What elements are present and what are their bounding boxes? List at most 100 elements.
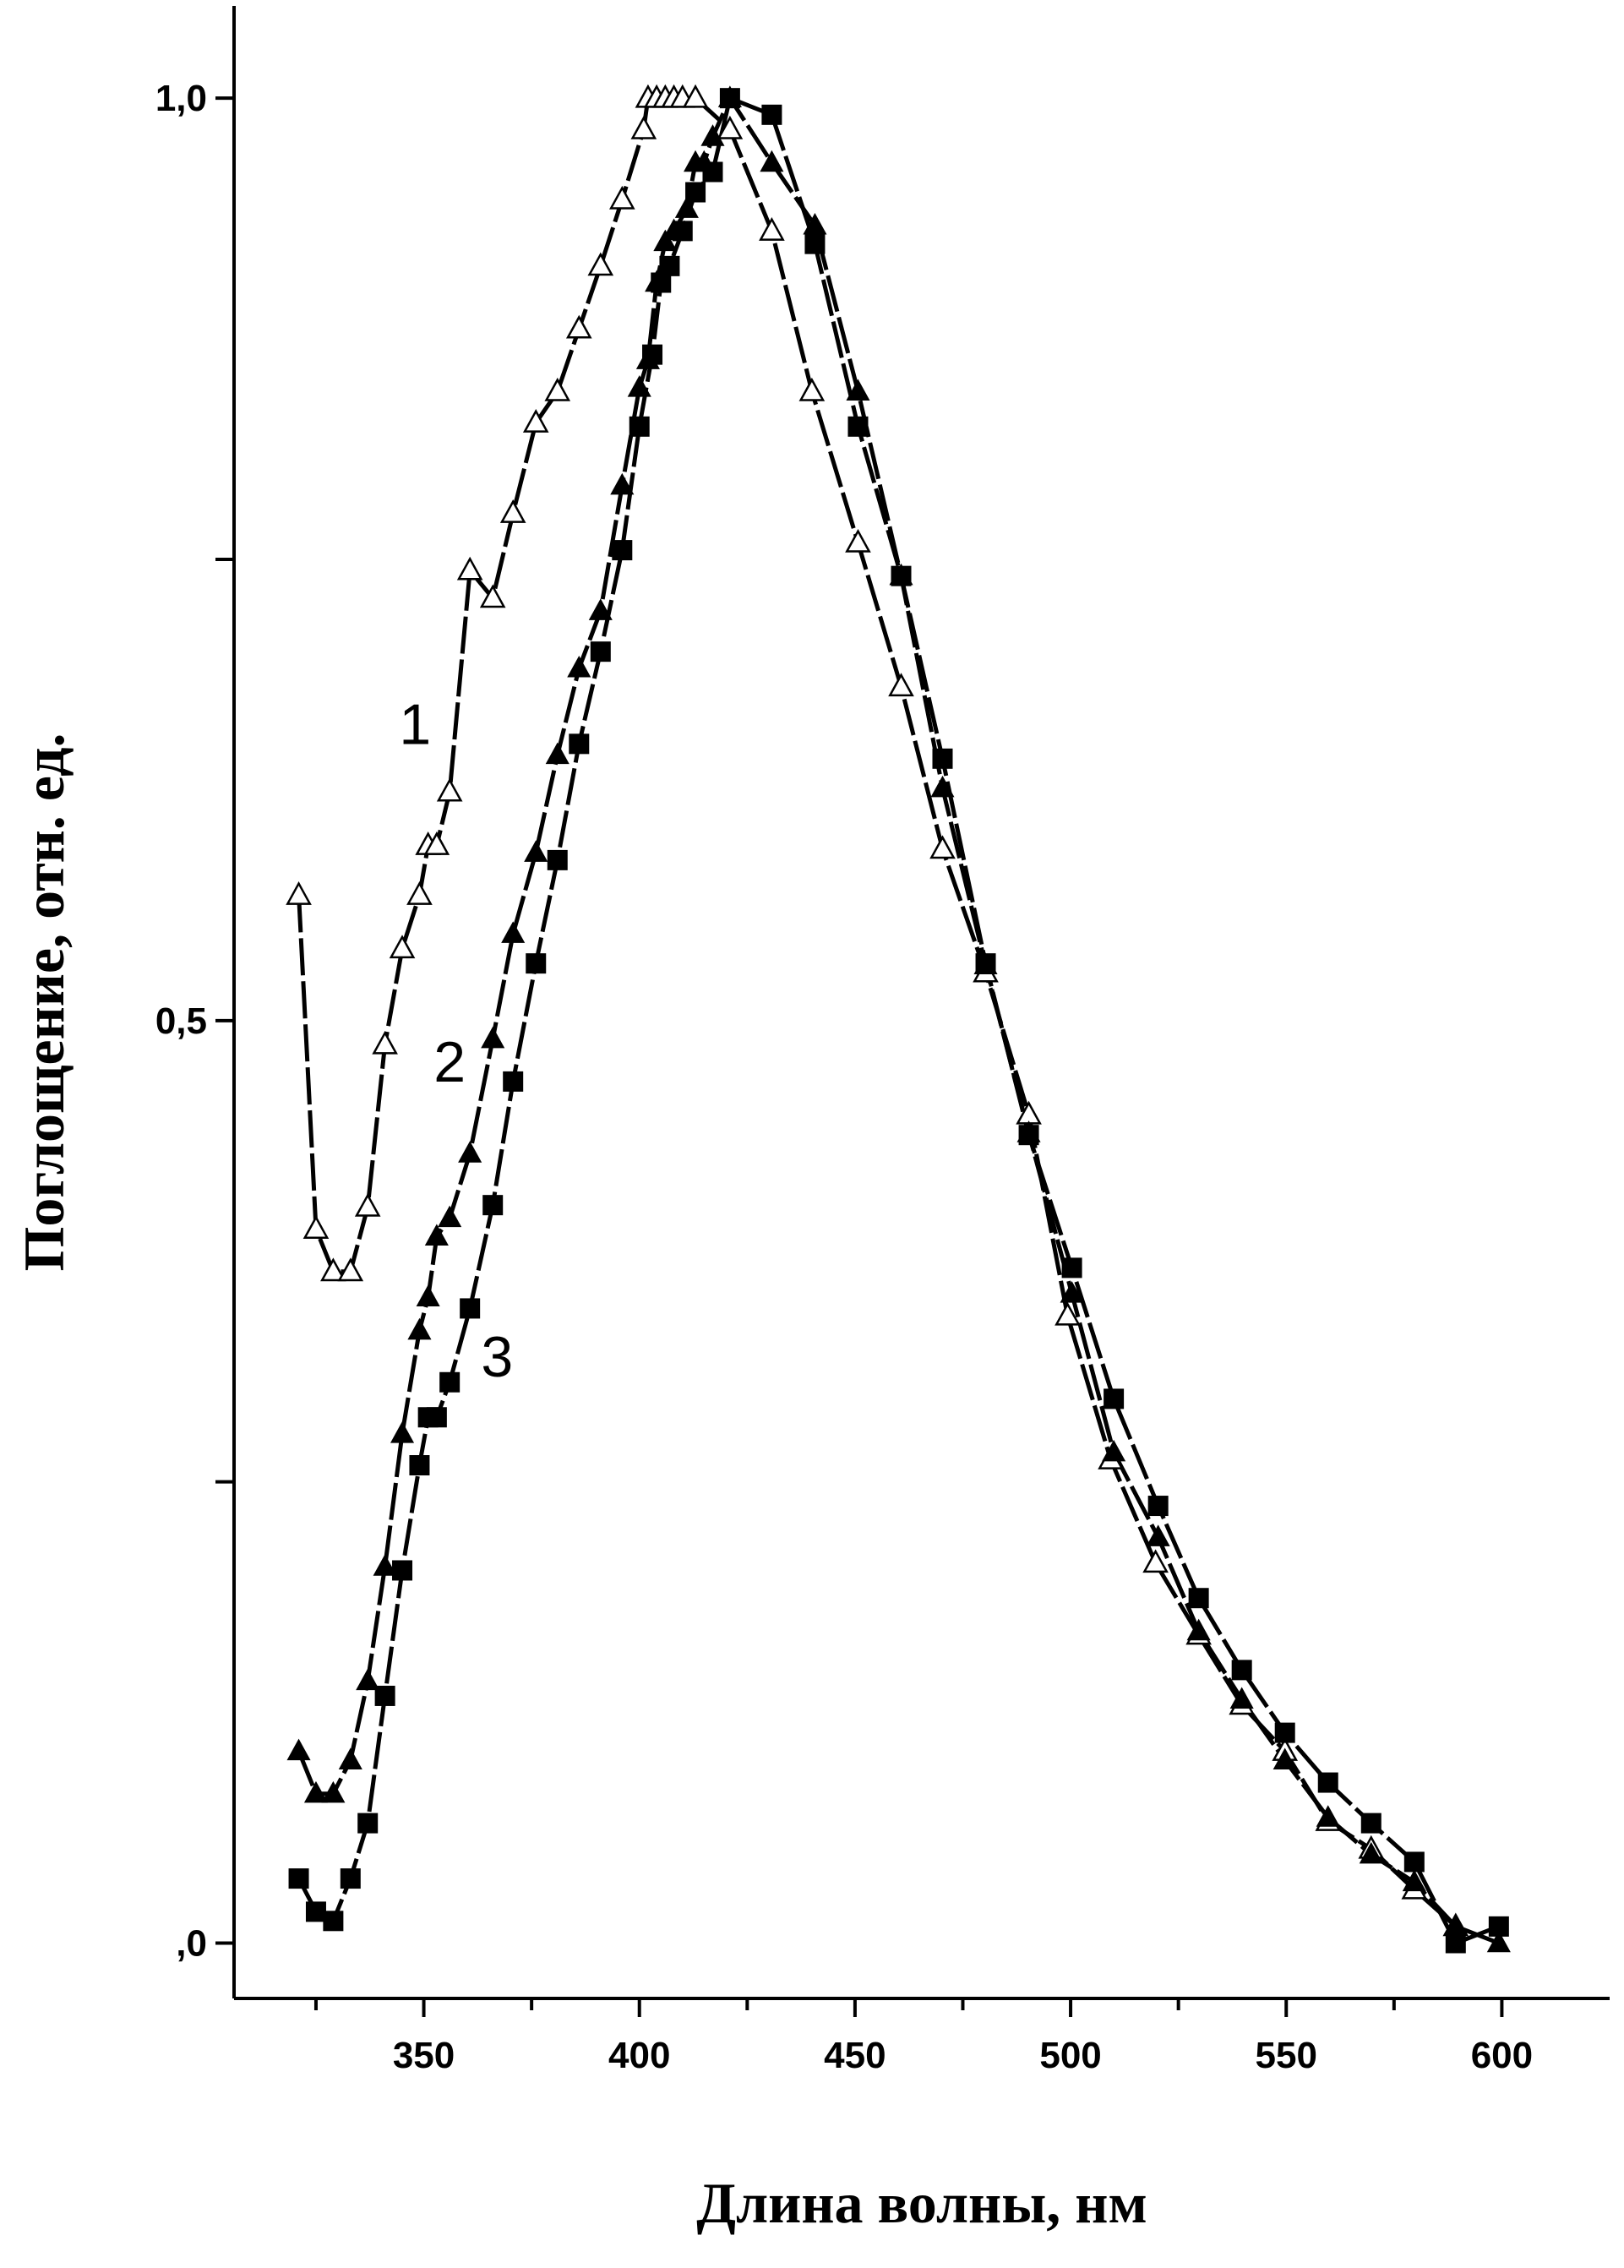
- marker: [682, 84, 709, 108]
- marker: [672, 221, 693, 242]
- marker: [1146, 1524, 1170, 1546]
- marker: [798, 377, 826, 401]
- marker: [337, 1257, 364, 1282]
- marker: [438, 1205, 462, 1228]
- marker: [323, 1911, 344, 1932]
- marker: [356, 1668, 380, 1691]
- marker: [567, 655, 591, 678]
- marker: [340, 1868, 361, 1889]
- marker: [288, 1868, 309, 1889]
- marker: [1402, 1869, 1426, 1892]
- marker: [717, 115, 744, 139]
- marker: [407, 1317, 432, 1340]
- marker: [759, 216, 785, 241]
- marker: [1317, 1772, 1338, 1793]
- marker: [1186, 1618, 1211, 1641]
- marker: [501, 921, 526, 943]
- marker: [460, 1298, 481, 1319]
- marker: [891, 565, 912, 586]
- marker: [357, 1813, 379, 1834]
- marker: [1360, 1813, 1381, 1834]
- marker: [719, 88, 740, 109]
- marker: [1055, 1301, 1081, 1326]
- series-line: [297, 95, 1500, 1945]
- marker: [1188, 1588, 1209, 1609]
- marker: [659, 255, 680, 276]
- marker: [587, 252, 614, 276]
- marker: [320, 1257, 346, 1282]
- marker: [760, 150, 784, 172]
- y-tick-label: 0,5: [155, 1000, 207, 1042]
- marker: [286, 880, 312, 905]
- x-tick-label: 350: [393, 2035, 455, 2076]
- marker: [702, 161, 723, 183]
- marker: [526, 953, 547, 974]
- marker: [1142, 1549, 1169, 1573]
- marker: [932, 748, 953, 769]
- marker: [630, 115, 657, 139]
- marker: [1061, 1257, 1082, 1278]
- marker: [389, 935, 416, 959]
- marker: [392, 1560, 413, 1581]
- marker: [481, 1026, 505, 1049]
- marker: [522, 409, 549, 433]
- marker: [930, 775, 955, 798]
- marker: [700, 124, 725, 146]
- marker: [482, 1195, 504, 1216]
- marker: [1272, 1747, 1297, 1770]
- marker: [436, 777, 463, 802]
- marker: [642, 344, 663, 365]
- marker: [1229, 1687, 1254, 1709]
- marker: [545, 742, 569, 765]
- marker: [608, 185, 635, 210]
- marker: [653, 229, 678, 252]
- marker: [547, 849, 568, 870]
- marker: [847, 416, 869, 437]
- marker: [1486, 1930, 1511, 1953]
- marker: [685, 182, 706, 203]
- x-axis-title: Длина волны, нм: [696, 2171, 1147, 2235]
- marker: [416, 1284, 440, 1307]
- marker: [1488, 1916, 1509, 1937]
- marker: [354, 1192, 381, 1217]
- marker: [1274, 1722, 1295, 1743]
- marker: [1231, 1660, 1252, 1681]
- marker: [305, 1901, 326, 1922]
- y-tick-label: ,0: [176, 1923, 207, 1965]
- marker: [629, 416, 650, 437]
- marker: [302, 1215, 330, 1239]
- x-tick-label: 550: [1256, 2035, 1317, 2076]
- marker: [612, 540, 633, 561]
- marker: [286, 1738, 311, 1761]
- marker: [1359, 1841, 1383, 1864]
- marker: [338, 1747, 362, 1770]
- marker: [1147, 1496, 1169, 1517]
- marker: [590, 641, 611, 662]
- marker: [761, 104, 782, 125]
- marker: [565, 314, 592, 339]
- marker: [439, 1371, 460, 1393]
- marker: [503, 1071, 524, 1092]
- marker: [588, 598, 613, 620]
- marker: [846, 379, 870, 401]
- marker: [499, 499, 526, 523]
- marker: [610, 472, 635, 495]
- marker: [1018, 1125, 1039, 1146]
- marker: [804, 233, 826, 254]
- x-tick-label: 400: [608, 2035, 670, 2076]
- marker: [374, 1685, 395, 1706]
- marker: [373, 1554, 397, 1576]
- marker: [929, 835, 956, 859]
- marker: [390, 1421, 415, 1443]
- marker: [409, 1455, 430, 1476]
- marker: [1102, 1439, 1126, 1462]
- marker: [479, 584, 506, 608]
- marker: [674, 196, 699, 218]
- marker: [524, 840, 548, 862]
- x-tick-label: 500: [1039, 2035, 1101, 2076]
- marker: [569, 733, 590, 755]
- marker: [458, 1141, 482, 1163]
- marker: [975, 953, 996, 974]
